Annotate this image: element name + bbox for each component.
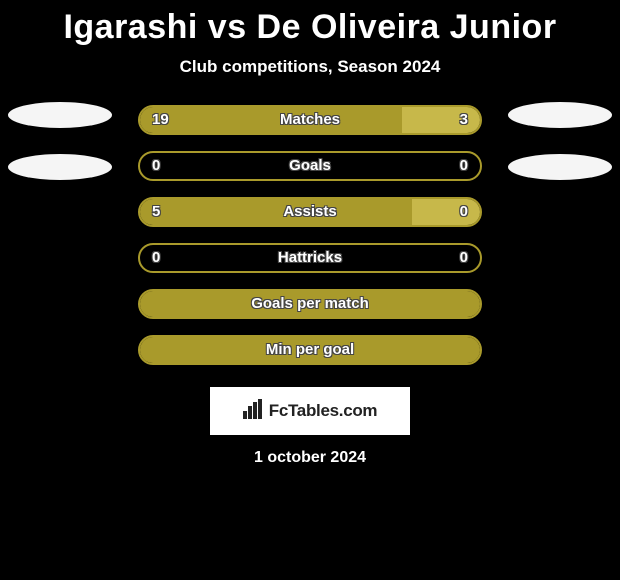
stat-row: 00Hattricks <box>0 243 620 289</box>
stat-label: Assists <box>140 197 480 227</box>
stat-bar: 00Hattricks <box>138 243 482 273</box>
page-title: Igarashi vs De Oliveira Junior <box>0 0 620 47</box>
stat-bar: Goals per match <box>138 289 482 319</box>
player-left-marker <box>8 102 112 128</box>
stat-label: Hattricks <box>140 243 480 273</box>
logo-box: FcTables.com <box>210 387 410 435</box>
logo-text: FcTables.com <box>269 401 378 421</box>
player-right-marker <box>508 154 612 180</box>
logo-bars-icon <box>243 399 265 424</box>
stat-row: Min per goal <box>0 335 620 381</box>
stat-label: Goals <box>140 151 480 181</box>
stat-bar: 193Matches <box>138 105 482 135</box>
player-left-marker <box>8 154 112 180</box>
stat-row: 50Assists <box>0 197 620 243</box>
comparison-chart: 193Matches 00Goals 50Assists 00Hattricks Goa… <box>0 105 620 381</box>
player-right-marker <box>508 102 612 128</box>
stat-row: 193Matches <box>0 105 620 151</box>
stat-row: 00Goals <box>0 151 620 197</box>
stat-row: Goals per match <box>0 289 620 335</box>
subtitle: Club competitions, Season 2024 <box>0 57 620 77</box>
stat-label: Goals per match <box>140 289 480 319</box>
stat-label: Matches <box>140 105 480 135</box>
stat-bar: 50Assists <box>138 197 482 227</box>
stat-bar: Min per goal <box>138 335 482 365</box>
stat-label: Min per goal <box>140 335 480 365</box>
stat-bar: 00Goals <box>138 151 482 181</box>
date-text: 1 october 2024 <box>0 449 620 467</box>
